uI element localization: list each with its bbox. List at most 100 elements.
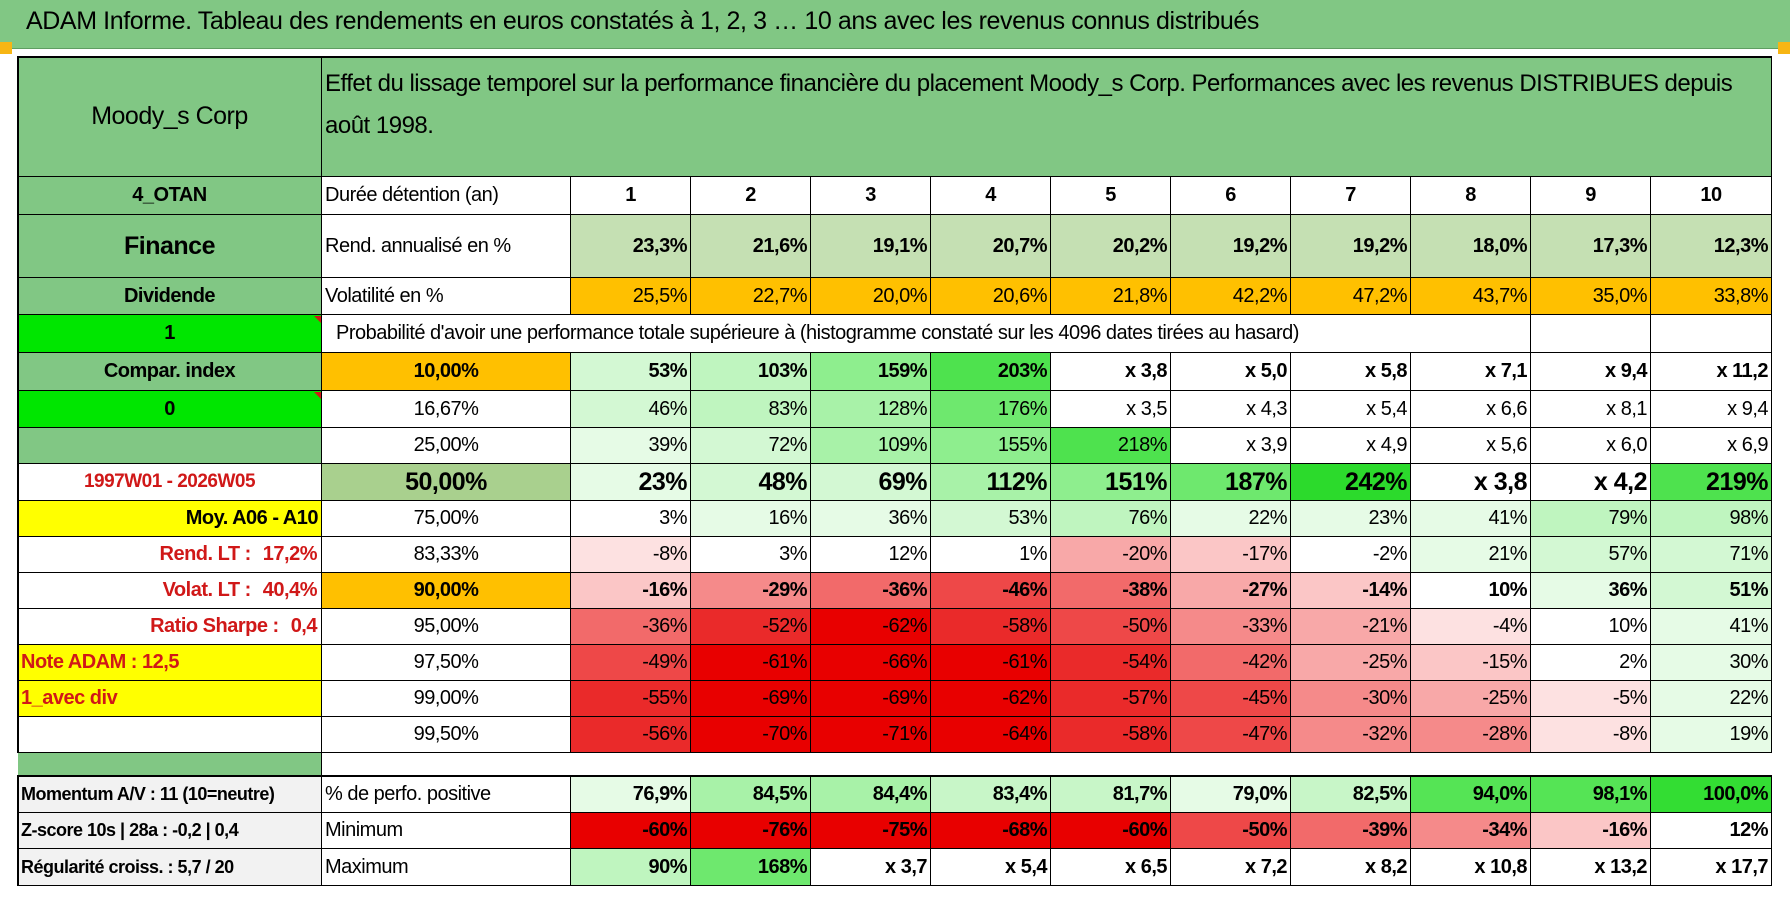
max-value: x 6,5: [1051, 849, 1171, 886]
max-value: x 8,2: [1291, 849, 1411, 886]
rend-value: 19,1%: [811, 215, 931, 278]
pos-value: 82,5%: [1291, 776, 1411, 813]
prob-value-text: -21%: [1362, 615, 1407, 637]
prob-value: x 4,9: [1291, 428, 1411, 464]
min-value: -76%: [691, 813, 811, 849]
rend-lt-label: Rend. LT :: [159, 543, 252, 565]
prob-value-text: -28%: [1482, 723, 1527, 745]
prob-value: -5%: [1531, 681, 1651, 717]
prob-value: -66%: [811, 645, 931, 681]
corner-marker: [0, 42, 12, 54]
min-value-text: -60%: [642, 819, 687, 841]
company-name-text: Moody_s Corp: [91, 102, 248, 130]
prob-value: -46%: [931, 573, 1051, 609]
prob-value: x 5,0: [1171, 353, 1291, 391]
rend-value: 20,7%: [931, 215, 1051, 278]
pos-value-text: 81,7%: [1112, 782, 1168, 805]
sharpe-ratio-label: Ratio Sharpe :: [150, 615, 279, 637]
vol-value: 20,0%: [811, 278, 931, 315]
prob-value: 151%: [1051, 464, 1171, 501]
percentile-label: 99,00%: [322, 681, 571, 717]
prob-value: 103%: [691, 353, 811, 391]
percentile-label-text: 99,00%: [413, 687, 479, 709]
prob-value: 218%: [1051, 428, 1171, 464]
regularite-info-text: Régularité croiss. : 5,7 / 20: [21, 856, 234, 877]
adam-note: Note ADAM : 12,5: [18, 645, 322, 681]
flag-one: 1: [18, 315, 322, 353]
prob-value-text: -25%: [1362, 651, 1407, 673]
prob-value-text: -62%: [1002, 687, 1047, 709]
rend-value-text: 20,2%: [1112, 234, 1168, 257]
prob-value: 98%: [1651, 501, 1772, 537]
prob-value: x 6,9: [1651, 428, 1772, 464]
prob-value-text: x 3,8: [1473, 467, 1528, 496]
prob-value: x 9,4: [1531, 353, 1651, 391]
prob-value-text: 10%: [1608, 615, 1647, 637]
percentile-label-text: 25,00%: [413, 434, 479, 456]
prob-value: -16%: [571, 573, 691, 609]
prob-value-text: -17%: [1242, 543, 1287, 565]
prob-value: -8%: [571, 537, 691, 573]
pos-value: 94,0%: [1411, 776, 1531, 813]
max-value: 168%: [691, 849, 811, 886]
company-sector-text: Finance: [124, 231, 215, 260]
prob-value-text: 69%: [878, 467, 927, 496]
prob-value-text: -30%: [1362, 687, 1407, 709]
rend-label-text: Rend. annualisé en %: [325, 234, 511, 257]
prob-value: x 4,3: [1171, 391, 1291, 428]
max-value: x 10,8: [1411, 849, 1531, 886]
max-label-text: Maximum: [325, 855, 409, 878]
prob-value-text: 151%: [1105, 467, 1167, 496]
prob-value: x 3,8: [1051, 353, 1171, 391]
prob-value: -20%: [1051, 537, 1171, 573]
year-header: 8: [1411, 177, 1531, 215]
prob-value: 79%: [1531, 501, 1651, 537]
min-value-text: 12%: [1729, 819, 1768, 841]
moy-label-text: Moy. A06 - A10: [185, 507, 319, 529]
prob-value-text: 41%: [1729, 615, 1768, 637]
pos-value-text: 94,0%: [1472, 782, 1528, 805]
rend-value-text: 19,2%: [1352, 234, 1408, 257]
prob-value: 53%: [571, 353, 691, 391]
prob-value: x 4,2: [1531, 464, 1651, 501]
prob-value-text: -64%: [1002, 723, 1047, 745]
prob-value: x 6,6: [1411, 391, 1531, 428]
prob-value: 16%: [691, 501, 811, 537]
prob-value-text: x 5,6: [1486, 434, 1527, 456]
prob-value: -8%: [1531, 717, 1651, 753]
flag-zero: 0: [18, 391, 322, 428]
volat-lt-value: 40,4%: [262, 579, 318, 601]
prob-value: -15%: [1411, 645, 1531, 681]
prob-value: 23%: [1291, 501, 1411, 537]
prob-value-text: 46%: [648, 397, 687, 420]
percentile-label: 50,00%: [322, 464, 571, 501]
description-text: Effet du lissage temporel sur la perform…: [322, 57, 1772, 177]
zscore-info: Z-score 10s | 28a : -0,2 | 0,4: [18, 813, 322, 849]
prob-value-text: 30%: [1729, 651, 1768, 673]
prob-value: 3%: [691, 537, 811, 573]
prob-value: 2%: [1531, 645, 1651, 681]
min-value-text: -34%: [1482, 819, 1527, 841]
blank-cell: [1531, 315, 1651, 353]
prob-value-text: x 5,4: [1366, 397, 1407, 420]
regularite-info: Régularité croiss. : 5,7 / 20: [18, 849, 322, 886]
year-header-text: 4: [985, 184, 996, 206]
max-value: x 5,4: [931, 849, 1051, 886]
min-value-text: -76%: [762, 819, 807, 841]
prob-header: Probabilité d'avoir une performance tota…: [322, 315, 1531, 353]
rend-value-text: 20,7%: [992, 234, 1048, 257]
prob-value-text: x 3,9: [1246, 434, 1287, 456]
percentile-label-text: 95,00%: [413, 615, 479, 637]
prob-value-text: -29%: [762, 579, 807, 601]
pos-value-text: 84,4%: [872, 782, 928, 805]
prob-value: x 5,6: [1411, 428, 1531, 464]
prob-value-text: x 5,8: [1365, 360, 1407, 382]
prob-value: x 8,1: [1531, 391, 1651, 428]
min-value: -68%: [931, 813, 1051, 849]
comment-indicator: [314, 316, 321, 323]
prob-value-text: 242%: [1345, 467, 1407, 496]
rend-value-text: 19,1%: [872, 234, 928, 257]
prob-value-text: 109%: [877, 434, 928, 456]
prob-value-text: -71%: [882, 723, 927, 745]
page-title: ADAM Informe. Tableau des rendements en …: [26, 7, 1260, 35]
